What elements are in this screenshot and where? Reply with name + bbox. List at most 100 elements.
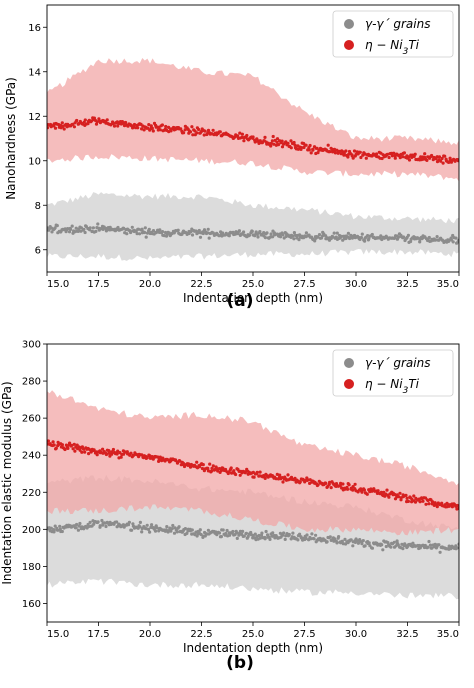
data-point: [309, 151, 313, 155]
data-point: [365, 492, 369, 496]
y-tick-label: 10: [28, 156, 41, 167]
data-point: [258, 536, 262, 540]
data-point: [333, 537, 337, 541]
data-point: [177, 525, 181, 529]
data-point: [171, 523, 175, 528]
data-point: [145, 456, 149, 460]
chart-panel-b: 15.0 17.5 20.0 22.5 25.0 27.5 30.0 32.5 35.0 160 1…: [0, 340, 460, 673]
data-point: [430, 500, 435, 504]
data-point: [143, 230, 147, 235]
data-point: [438, 550, 442, 554]
data-point: [203, 129, 207, 133]
data-point: [160, 230, 165, 234]
data-point: [450, 505, 454, 509]
data-point: [410, 500, 414, 504]
band-eta: [47, 390, 459, 536]
data-point: [52, 530, 56, 534]
data-point: [370, 232, 374, 237]
data-point: [292, 231, 296, 235]
data-point: [241, 529, 245, 534]
x-tick-label: 22.5: [190, 629, 212, 640]
data-point: [376, 489, 380, 493]
data-point: [346, 155, 350, 159]
data-point: [268, 537, 272, 542]
x-tick-label: 35.0: [437, 629, 459, 640]
data-point: [119, 455, 123, 459]
data-point: [278, 473, 282, 477]
data-point: [428, 543, 433, 547]
data-point: [146, 527, 151, 532]
series-eta-points: [47, 116, 459, 165]
data-point: [406, 233, 410, 237]
data-point: [148, 530, 152, 534]
data-point: [140, 227, 144, 231]
data-point: [92, 522, 96, 526]
data-point: [211, 464, 215, 468]
series-eta-points: [47, 439, 459, 511]
data-point: [425, 158, 429, 162]
data-point: [145, 523, 149, 527]
data-point: [316, 235, 320, 239]
y-tick-label: 220: [22, 488, 41, 499]
data-point: [353, 482, 357, 486]
y-tick-label: 6: [35, 245, 41, 256]
data-point: [359, 235, 363, 240]
data-point: [70, 224, 74, 228]
data-point: [200, 466, 204, 471]
data-point: [283, 537, 287, 542]
data-point: [455, 546, 459, 550]
data-point: [224, 467, 228, 472]
data-point: [363, 544, 367, 548]
data-point: [456, 159, 459, 163]
data-point: [402, 151, 406, 155]
data-point: [271, 235, 275, 239]
data-point: [258, 470, 262, 474]
data-point: [161, 456, 165, 460]
data-point: [346, 487, 350, 491]
x-axis-label: Indentation depth (nm): [183, 291, 323, 305]
legend-marker-eta: [344, 379, 354, 389]
data-point: [150, 126, 154, 130]
data-point: [372, 487, 376, 491]
data-point: [105, 118, 109, 122]
data-point: [291, 531, 295, 535]
data-point: [409, 239, 413, 244]
series-gamma-points: [47, 518, 459, 554]
data-point: [332, 231, 336, 235]
data-point: [324, 481, 328, 485]
data-point: [88, 226, 92, 230]
data-point: [189, 230, 193, 234]
data-point: [312, 537, 316, 541]
data-point: [206, 231, 210, 235]
data-point: [387, 495, 391, 499]
data-point: [164, 124, 168, 129]
data-point: [238, 473, 242, 477]
data-point: [66, 227, 70, 231]
data-point: [234, 472, 238, 477]
data-point: [256, 235, 260, 239]
series-gamma-points: [47, 222, 459, 245]
data-point: [380, 156, 384, 161]
data-point: [387, 155, 391, 160]
data-point: [393, 156, 397, 160]
data-point: [156, 455, 160, 459]
data-point: [362, 488, 366, 492]
data-point: [406, 499, 410, 503]
data-point: [275, 472, 279, 476]
data-point: [140, 127, 144, 131]
data-point: [130, 225, 134, 229]
data-point: [405, 496, 409, 500]
data-point: [79, 226, 83, 230]
data-point: [381, 548, 385, 552]
data-point: [116, 124, 120, 128]
data-point: [182, 131, 186, 135]
x-tick-label: 27.5: [293, 629, 315, 640]
data-point: [263, 476, 267, 480]
data-point: [88, 520, 92, 525]
data-point: [296, 147, 300, 151]
data-point: [208, 462, 212, 466]
data-point: [209, 469, 214, 473]
data-point: [263, 135, 267, 139]
data-point: [407, 158, 412, 162]
data-point: [169, 529, 173, 533]
